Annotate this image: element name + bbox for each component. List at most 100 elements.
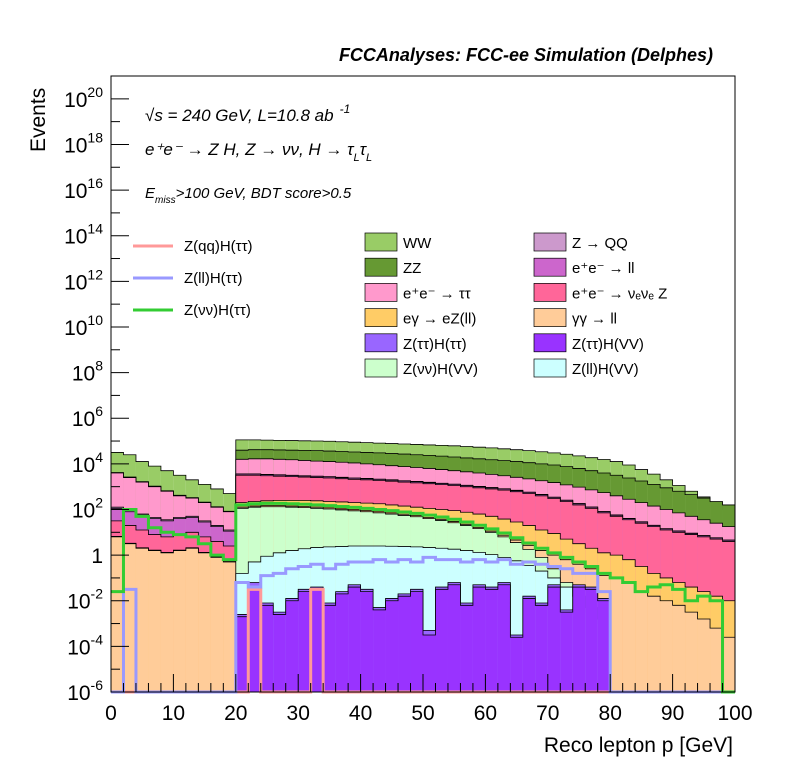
bar-z-h-vv-20 xyxy=(360,591,374,692)
line-z-h xyxy=(111,501,735,694)
x-tick-label: 10 xyxy=(162,702,185,725)
y-axis-ticks: 10-6 10-4 10-2 1 102 104 106 108 1010 1012 1014 101… xyxy=(64,84,129,705)
y-tick-label: 10-2 xyxy=(67,586,103,614)
legend-label: e⁺e⁻ → ττ xyxy=(403,285,471,302)
bar-ll-49 xyxy=(722,637,735,692)
legend-entry-z-h: Z(ττ)H(ττ) xyxy=(364,333,467,353)
bar-ll-3 xyxy=(148,550,161,692)
bar-ll-42 xyxy=(635,591,648,692)
bar-z-h-vv-27 xyxy=(447,584,461,692)
bar-z-h-vv-22 xyxy=(385,600,399,692)
bar-ll-41 xyxy=(622,582,636,692)
cut-e: E xyxy=(145,185,156,202)
legend-label: Z(ττ)H(ττ) xyxy=(403,336,467,353)
bar-ll-47 xyxy=(697,618,711,692)
bar-z-h-vv-34 xyxy=(535,605,548,692)
x-tick-label: 20 xyxy=(224,702,247,725)
bar-z-h-vv-19 xyxy=(348,587,361,692)
annotation-process: e⁺e⁻ → Z H, Z → νν, H → τLτL xyxy=(145,140,372,164)
chart-title: FCCAnalyses: FCC-ee Simulation (Delphes) xyxy=(339,45,713,65)
legend-fill-swatch xyxy=(364,308,398,327)
y-tick-label: 1012 xyxy=(64,266,103,294)
y-tick-label: 1 xyxy=(91,545,103,568)
process-tau: τ xyxy=(360,140,368,159)
bar-ll-1 xyxy=(123,543,136,692)
series-z-h-vv xyxy=(111,584,735,693)
legend-fill-swatch xyxy=(533,257,567,277)
line-z-ll-h xyxy=(111,555,735,694)
bar-z-h-vv-35 xyxy=(547,587,561,692)
bar-z-h-vv-31 xyxy=(497,584,511,692)
x-tick-label: 0 xyxy=(105,702,117,725)
legend-fill-swatch xyxy=(533,283,567,302)
x-tick-label: 50 xyxy=(411,702,434,725)
annotation-cuts: Emiss>100 GeV, BDT score>0.5 xyxy=(145,185,352,206)
legend-label: Z(νν)H(ττ) xyxy=(184,302,251,319)
y-tick-label: 1016 xyxy=(64,175,103,203)
legend-fill-swatch xyxy=(533,358,567,378)
legend-entry-e-ez-ll: eγ → eZ(ll) xyxy=(364,308,476,328)
y-tick-label: 10-6 xyxy=(67,677,103,705)
bar-ll-40 xyxy=(610,577,623,692)
cut-text: >100 GeV, BDT score>0.5 xyxy=(176,185,352,202)
bar-ll-48 xyxy=(710,628,723,692)
bar-ll-0 xyxy=(111,536,124,692)
stacked-histograms xyxy=(111,439,735,693)
legend-fill-swatch xyxy=(364,358,398,378)
annotation-energy: √s = 240 GeV, L=10.8 ab -1 xyxy=(145,102,350,125)
x-axis-label: Reco lepton p [GeV] xyxy=(544,734,733,757)
legend-label: ZZ xyxy=(403,260,421,277)
x-tick-label: 30 xyxy=(287,702,310,725)
legend-fill-swatch xyxy=(533,333,567,353)
bar-ll-46 xyxy=(685,612,698,692)
bar-z-h-vv-18 xyxy=(335,593,349,692)
legend-entry-zz: ZZ xyxy=(364,257,421,277)
bar-z-h-vv-10 xyxy=(235,616,249,692)
legend-fill-swatch xyxy=(364,283,398,302)
bar-z-h-vv-23 xyxy=(398,596,411,692)
bar-z-h-vv-14 xyxy=(285,600,299,692)
legend-entry-z-h-vv: Z(νν)H(VV) xyxy=(364,358,478,378)
legend-fill-swatch xyxy=(533,232,567,252)
y-axis-label: Events xyxy=(27,88,50,152)
outline-e-ez-ll xyxy=(111,499,735,602)
energy-superscript: -1 xyxy=(340,102,351,116)
y-tick-label: 1018 xyxy=(64,129,103,157)
bar-ll-45 xyxy=(672,605,686,692)
outline-e-e xyxy=(111,458,735,527)
legend-entry-z-h: Z(νν)H(ττ) xyxy=(133,302,251,319)
legend-entry-z-qq: Z → QQ xyxy=(533,232,628,252)
legend-label: γγ → ll xyxy=(572,311,617,328)
x-tick-label: 60 xyxy=(474,702,497,725)
bar-z-h-vv-39 xyxy=(597,600,611,692)
legend: Z(qq)H(ττ) Z(ll)H(ττ) Z(νν)H(ττ) WW Z → QQ ZZ… xyxy=(133,232,667,378)
bar-ll-4 xyxy=(160,552,174,692)
bar-z-h-vv-37 xyxy=(572,587,586,692)
legend-entry-z-qq-h: Z(qq)H(ττ) xyxy=(133,238,253,255)
legend-entry-e-e-ll: e⁺e⁻ → ll xyxy=(533,257,635,277)
cut-subscript: miss xyxy=(155,195,176,206)
bar-z-h-vv-17 xyxy=(323,605,336,692)
y-tick-label: 108 xyxy=(72,358,103,386)
process-subscript-2: L xyxy=(366,152,372,164)
bar-ll-5 xyxy=(173,550,186,692)
bar-z-h-vv-11 xyxy=(248,587,261,692)
legend-label: e⁺e⁻ → ll xyxy=(572,260,635,277)
process-subscript-1: L xyxy=(354,152,360,164)
x-tick-label: 90 xyxy=(661,702,684,725)
energy-text: √s = 240 GeV, L=10.8 ab xyxy=(145,106,334,125)
legend-entry-ll: γγ → ll xyxy=(533,308,617,328)
x-tick-label: 70 xyxy=(536,702,559,725)
bar-ll-43 xyxy=(647,596,661,692)
legend-fill-swatch xyxy=(364,232,398,252)
x-tick-label: 100 xyxy=(717,702,752,725)
legend-label: e⁺e⁻ → νₑνₑ Z xyxy=(572,285,667,302)
x-tick-label: 40 xyxy=(349,702,372,725)
bar-ll-7 xyxy=(198,552,211,692)
bar-z-h-vv-36 xyxy=(560,612,573,692)
bar-z-h-vv-28 xyxy=(460,605,473,692)
bar-ll-6 xyxy=(185,548,199,692)
bar-z-h-vv-26 xyxy=(435,589,448,692)
y-tick-label: 1020 xyxy=(64,84,103,112)
